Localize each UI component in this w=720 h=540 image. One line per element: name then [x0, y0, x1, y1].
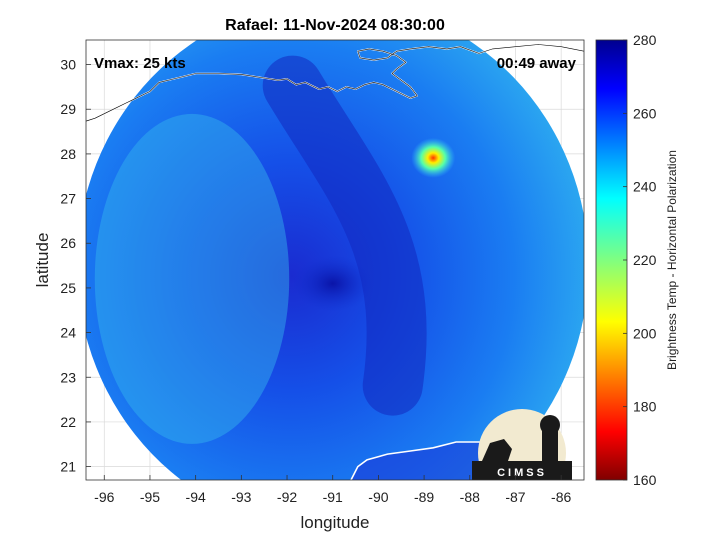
x-tick-label: -92 [277, 489, 297, 505]
colorbar-label: Brightness Temp - Horizontal Polarizatio… [665, 150, 679, 370]
y-tick-label: 27 [60, 191, 76, 207]
x-tick-label: -94 [186, 489, 206, 505]
y-tick-label: 30 [60, 57, 76, 73]
colorbar-tick-label: 280 [633, 32, 657, 48]
swath-layer [86, 40, 584, 480]
rain-band [262, 55, 427, 416]
storm-center [292, 255, 373, 312]
colorbar [595, 39, 628, 481]
cimss-logo: CIMSS [472, 409, 572, 480]
y-tick-label: 25 [60, 280, 76, 296]
logo-dish [482, 439, 512, 461]
x-tick-label: -95 [140, 489, 160, 505]
x-tick-label: -88 [460, 489, 480, 505]
x-tick-label: -96 [94, 489, 114, 505]
logo-tower-top [540, 415, 560, 435]
y-tick-label: 23 [60, 369, 76, 385]
x-tick-label: -90 [368, 489, 388, 505]
colorbar-tick-label: 240 [633, 179, 657, 195]
colorbar-tick-label: 220 [633, 252, 657, 268]
y-axis-ticks: 21 22 23 24 25 26 27 28 29 30 [60, 57, 91, 475]
y-tick-label: 24 [60, 325, 76, 341]
x-tick-label: -89 [414, 489, 434, 505]
x-tick-label: -93 [231, 489, 251, 505]
y-tick-label: 29 [60, 101, 76, 117]
time-away-annotation: 00:49 away [497, 55, 577, 72]
x-axis-ticks: -96 -95 -94 -93 -92 -91 -90 -89 -88 -87 -86 [94, 475, 571, 505]
plot-border [85, 39, 585, 481]
swath-west-band [94, 113, 290, 444]
y-tick-label: 22 [60, 414, 76, 430]
x-tick-label: -91 [323, 489, 343, 505]
logo-banner [472, 461, 572, 480]
coastline-gulf-north-outline [86, 44, 584, 122]
colorbar-tick-label: 160 [633, 472, 657, 488]
logo-text: CIMSS [497, 467, 547, 479]
y-axis-label: latitude [33, 233, 52, 288]
colorbar-tick-label: 180 [633, 399, 657, 415]
x-tick-label: -87 [505, 489, 525, 505]
hot-spot [411, 137, 456, 178]
vmax-annotation: Vmax: 25 kts [94, 55, 186, 72]
colorbar-tick-label: 200 [633, 325, 657, 341]
x-tick-label: -86 [551, 489, 571, 505]
y-tick-label: 28 [60, 146, 76, 162]
y-tick-label: 26 [60, 235, 76, 251]
y-tick-label: 21 [60, 459, 76, 475]
colorbar-ticks: 160 180 200 220 240 260 280 [623, 32, 657, 488]
colorbar-tick-label: 260 [633, 105, 657, 121]
x-axis-label: longitude [300, 513, 369, 532]
chart-title: Rafael: 11-Nov-2024 08:30:00 [225, 17, 445, 34]
